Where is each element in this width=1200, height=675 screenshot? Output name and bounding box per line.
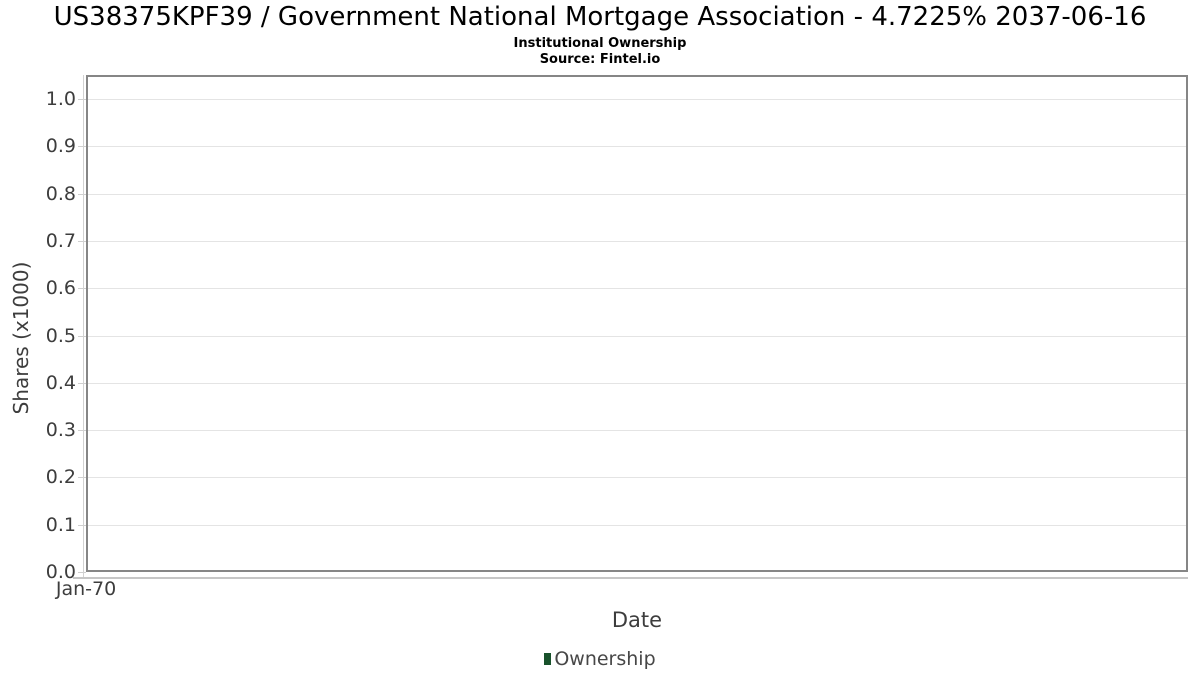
y-tick-label-0.4: 0.4 [45,371,76,394]
gridline-y-1.0 [88,99,1186,100]
gridline-y-0.6 [88,288,1186,290]
y-tick-label-0.1: 0.1 [45,513,76,536]
gridline-y-0.2 [88,477,1186,479]
y-tick-label-0.7: 0.7 [45,229,76,252]
y-tick-mark-0.3 [78,430,86,432]
y-tick-mark-1.0 [78,99,86,100]
plot-area [78,75,1188,573]
gridline-y-0.9 [88,146,1186,148]
y-axis-tick-labels: 0.0 0.1 0.2 0.3 0.4 0.5 0.6 0.7 0.8 0.9 1.0 [0,75,76,583]
y-tick-label-0.2: 0.2 [45,466,76,489]
y-tick-mark-0.1 [78,524,86,526]
y-tick-label-0.0: 0.0 [45,561,76,583]
x-axis-title: Date [611,608,663,632]
gridline-y-0.4 [88,382,1186,384]
gridline-y-0.5 [88,335,1186,337]
y-tick-label-0.3: 0.3 [45,419,76,442]
legend-swatch-icon [544,653,552,665]
y-tick-label-0.9: 0.9 [45,135,76,158]
gridline-y-0.1 [88,524,1186,526]
legend-label: Ownership [554,648,656,670]
y-tick-mark-0.6 [78,288,86,290]
gridline-y-0.7 [88,240,1186,242]
legend-entry-ownership: Ownership [544,648,656,670]
chart-subtitle: Institutional Ownership [513,36,687,51]
x-axis-tick-label: Jan-70 [55,578,117,600]
y-tick-label-1.0: 1.0 [45,88,76,110]
y-axis-line [83,75,84,578]
y-tick-label-0.6: 0.6 [45,277,76,300]
gridline-y-0.3 [88,430,1186,432]
y-tick-mark-0.7 [78,240,86,242]
y-tick-mark-0.0 [78,572,86,573]
y-tick-label-0.8: 0.8 [45,182,76,205]
y-tick-label-0.5: 0.5 [45,324,76,347]
y-axis-title: Shares (x1000) [9,261,33,415]
x-axis-line [73,577,1188,579]
chart-title: US38375KPF39 / Government National Mortg… [53,2,1147,32]
chart-legend: Ownership [0,646,1200,672]
y-tick-mark-0.8 [78,193,86,195]
y-tick-mark-0.2 [78,477,86,479]
gridline-y-0.8 [88,193,1186,195]
y-tick-mark-0.4 [78,382,86,384]
chart-source-label: Source: Fintel.io [539,52,661,67]
y-tick-mark-0.5 [78,335,86,337]
y-tick-mark-0.9 [78,146,86,148]
